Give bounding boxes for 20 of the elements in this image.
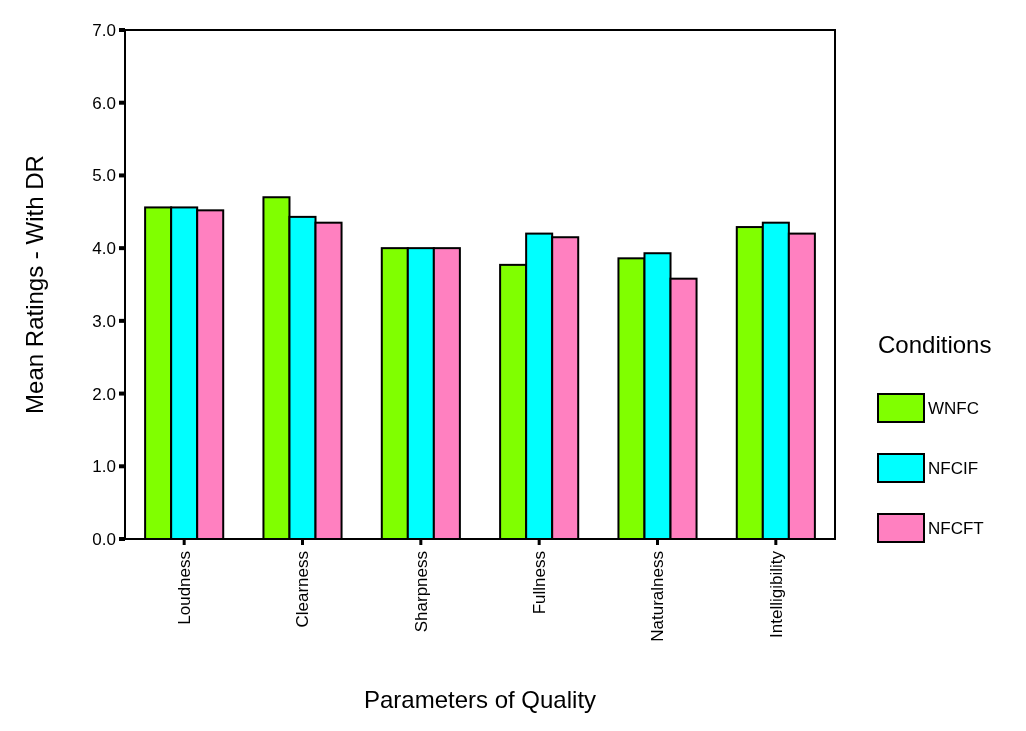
- y-tick-label: 3.0: [92, 311, 116, 331]
- x-tick-label: Loudness: [175, 551, 195, 625]
- legend-label: NFCFT: [928, 518, 984, 538]
- legend-title: Conditions: [878, 331, 992, 358]
- x-tick-label: Naturalness: [648, 551, 668, 642]
- x-tick-label: Clearness: [293, 551, 313, 628]
- y-tick-label: 0.0: [92, 529, 116, 549]
- y-tick-label: 7.0: [92, 20, 116, 40]
- legend-label: NFCIF: [928, 458, 979, 478]
- y-tick-label: 1.0: [92, 457, 116, 477]
- y-tick-label: 6.0: [92, 93, 116, 113]
- x-tick-label: Sharpness: [411, 551, 431, 633]
- x-tick-label: Intelligibility: [766, 550, 786, 638]
- y-tick-label: 2.0: [92, 384, 116, 404]
- y-tick-label: 5.0: [92, 166, 116, 186]
- y-tick-label: 4.0: [92, 239, 116, 259]
- legend-label: WNFC: [928, 398, 979, 418]
- x-tick-label: Fullness: [530, 551, 550, 615]
- x-axis-title: Parameters of Quality: [363, 686, 597, 713]
- y-axis-title: Mean Ratings - With DR: [21, 155, 48, 414]
